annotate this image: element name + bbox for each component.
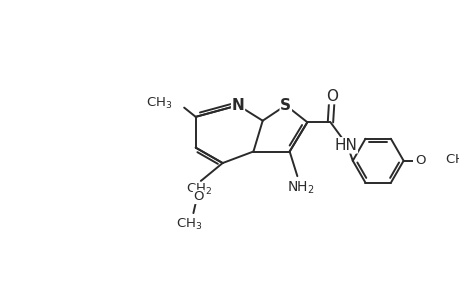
Text: CH$_3$: CH$_3$: [444, 153, 459, 168]
Text: S: S: [280, 98, 291, 113]
Text: CH$_3$: CH$_3$: [146, 96, 172, 111]
Text: O: O: [193, 190, 204, 203]
Text: NH$_2$: NH$_2$: [287, 180, 314, 196]
Text: HN: HN: [334, 138, 357, 153]
Text: O: O: [414, 154, 425, 167]
Text: CH$_2$: CH$_2$: [186, 182, 212, 197]
Text: CH$_3$: CH$_3$: [176, 217, 202, 232]
Text: O: O: [325, 88, 337, 104]
Text: N: N: [231, 98, 244, 113]
